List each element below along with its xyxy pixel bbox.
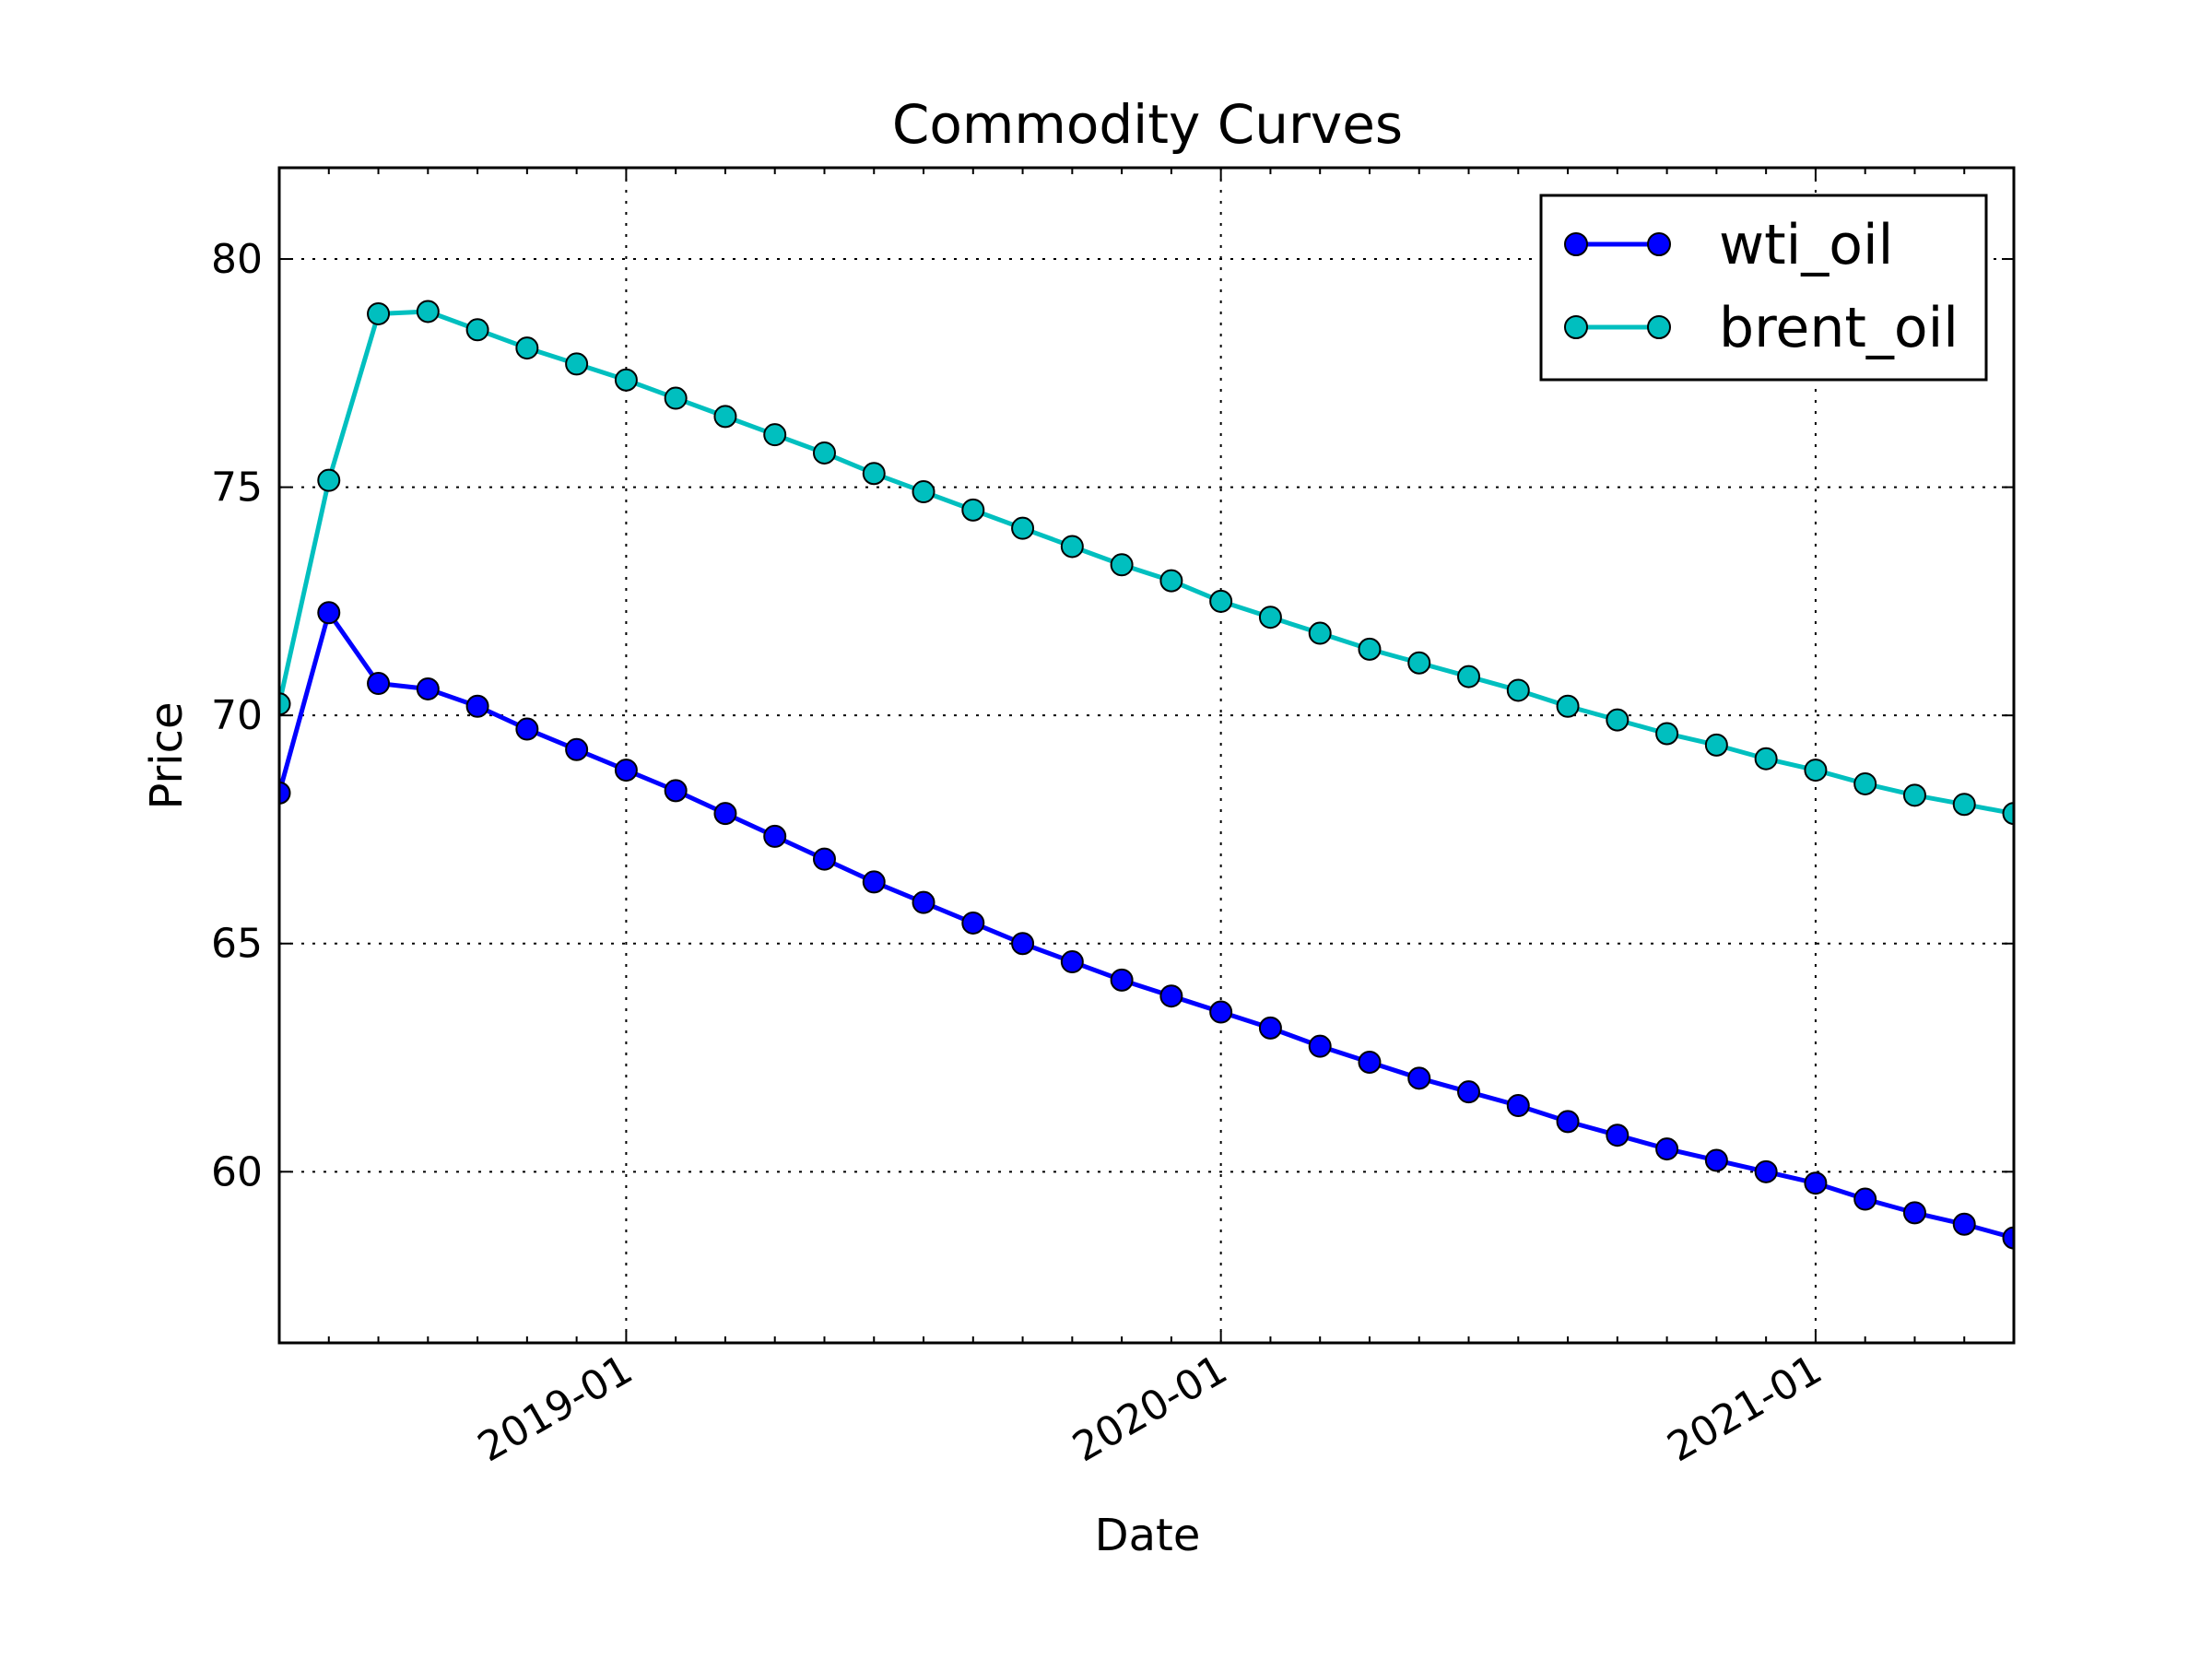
data-point-wti_oil (1407, 1066, 1431, 1090)
data-point-wti_oil (812, 847, 836, 871)
data-point-brent_oil (1358, 637, 1382, 661)
data-point-wti_oil (961, 911, 985, 935)
data-point-brent_oil (1209, 589, 1233, 613)
data-point-brent_oil (812, 441, 836, 465)
data-point-brent_oil (1060, 535, 1084, 559)
data-point-brent_oil (1606, 708, 1630, 732)
data-point-wti_oil (465, 694, 489, 718)
data-point-wti_oil (664, 779, 688, 803)
data-point-wti_oil (1457, 1080, 1481, 1104)
plot-area (279, 300, 2014, 1250)
data-point-brent_oil (763, 423, 787, 447)
data-point-wti_oil (1358, 1050, 1382, 1074)
data-point-brent_oil (1457, 665, 1481, 688)
data-point-wti_oil (1110, 968, 1134, 992)
data-point-wti_oil (862, 870, 886, 894)
data-point-brent_oil (1407, 651, 1431, 675)
data-point-wti_oil (515, 717, 539, 741)
y-axis-label: Price (141, 701, 193, 809)
data-point-brent_oil (416, 300, 440, 324)
data-point-brent_oil (862, 462, 886, 486)
legend-box (1539, 194, 1988, 382)
data-point-brent_oil (465, 318, 489, 342)
legend-marker-brent_oil (1647, 315, 1671, 339)
legend-label-brent_oil: brent_oil (1719, 296, 1959, 360)
data-point-wti_oil (1011, 932, 1035, 956)
data-point-brent_oil (1902, 783, 1926, 807)
data-point-wti_oil (1606, 1124, 1630, 1147)
data-point-brent_oil (515, 336, 539, 360)
data-point-brent_oil (565, 352, 589, 376)
data-point-wti_oil (614, 759, 638, 782)
data-point-brent_oil (367, 301, 391, 325)
data-point-brent_oil (1506, 678, 1530, 702)
legend-items: wti_oil brent_oil (1564, 213, 1959, 360)
y-tick-label: 70 (211, 692, 263, 739)
data-point-brent_oil (1011, 516, 1035, 540)
data-point-brent_oil (2002, 802, 2014, 826)
plot-frame (277, 166, 2016, 1345)
legend-label-wti_oil: wti_oil (1719, 213, 1893, 277)
data-point-wti_oil (1655, 1137, 1679, 1161)
data-point-wti_oil (1060, 950, 1084, 974)
data-point-brent_oil (961, 498, 985, 522)
y-tick-label: 75 (211, 465, 263, 512)
data-point-wti_oil (317, 601, 341, 625)
legend: wti_oil brent_oil (1539, 194, 1988, 382)
y-tick-label: 80 (211, 236, 263, 283)
data-point-brent_oil (1556, 694, 1580, 718)
data-point-wti_oil (1704, 1148, 1728, 1172)
data-point-brent_oil (1704, 733, 1728, 757)
data-point-wti_oil (1159, 984, 1183, 1008)
series-wti_oil (279, 601, 2014, 1250)
data-point-brent_oil (1655, 722, 1679, 746)
data-point-brent_oil (1754, 747, 1778, 771)
y-axis-ticks: 60 65 70 75 80 (211, 236, 2014, 1195)
legend-marker-wti_oil (1647, 232, 1671, 256)
data-point-brent_oil (912, 480, 935, 504)
data-point-brent_oil (614, 368, 638, 392)
data-point-wti_oil (367, 672, 391, 696)
grid-lines (279, 168, 2014, 1343)
data-point-wti_oil (279, 781, 291, 805)
legend-marker-wti_oil (1564, 232, 1588, 256)
data-point-wti_oil (763, 824, 787, 848)
y-tick-label: 60 (211, 1148, 263, 1195)
data-point-wti_oil (2002, 1226, 2014, 1250)
data-point-wti_oil (1556, 1110, 1580, 1134)
data-point-brent_oil (1159, 569, 1183, 593)
data-point-brent_oil (317, 468, 341, 492)
data-point-brent_oil (279, 692, 291, 716)
data-point-brent_oil (1308, 621, 1332, 645)
data-point-wti_oil (416, 677, 440, 700)
data-point-wti_oil (1853, 1187, 1877, 1211)
data-point-brent_oil (713, 405, 737, 429)
data-point-wti_oil (1902, 1201, 1926, 1225)
data-point-wti_oil (1308, 1034, 1332, 1058)
data-point-wti_oil (565, 737, 589, 761)
data-point-brent_oil (1110, 553, 1134, 577)
y-tick-label: 65 (211, 921, 263, 968)
data-point-brent_oil (1258, 606, 1282, 629)
data-point-wti_oil (1506, 1094, 1530, 1118)
data-point-brent_oil (664, 386, 688, 410)
data-point-wti_oil (713, 802, 737, 826)
data-point-wti_oil (1209, 1000, 1233, 1024)
data-point-brent_oil (1853, 771, 1877, 795)
x-axis-label: Date (1095, 1510, 1201, 1561)
data-point-wti_oil (1754, 1159, 1778, 1183)
data-point-brent_oil (1952, 793, 1976, 817)
data-point-wti_oil (1258, 1016, 1282, 1040)
chart-title: Commodity Curves (892, 93, 1403, 156)
series-brent_oil (279, 300, 2014, 826)
data-point-brent_oil (1804, 759, 1828, 782)
plot-series (279, 300, 2014, 1250)
data-point-wti_oil (1804, 1171, 1828, 1195)
data-point-wti_oil (1952, 1212, 1976, 1236)
data-point-wti_oil (912, 890, 935, 914)
legend-marker-brent_oil (1564, 315, 1588, 339)
